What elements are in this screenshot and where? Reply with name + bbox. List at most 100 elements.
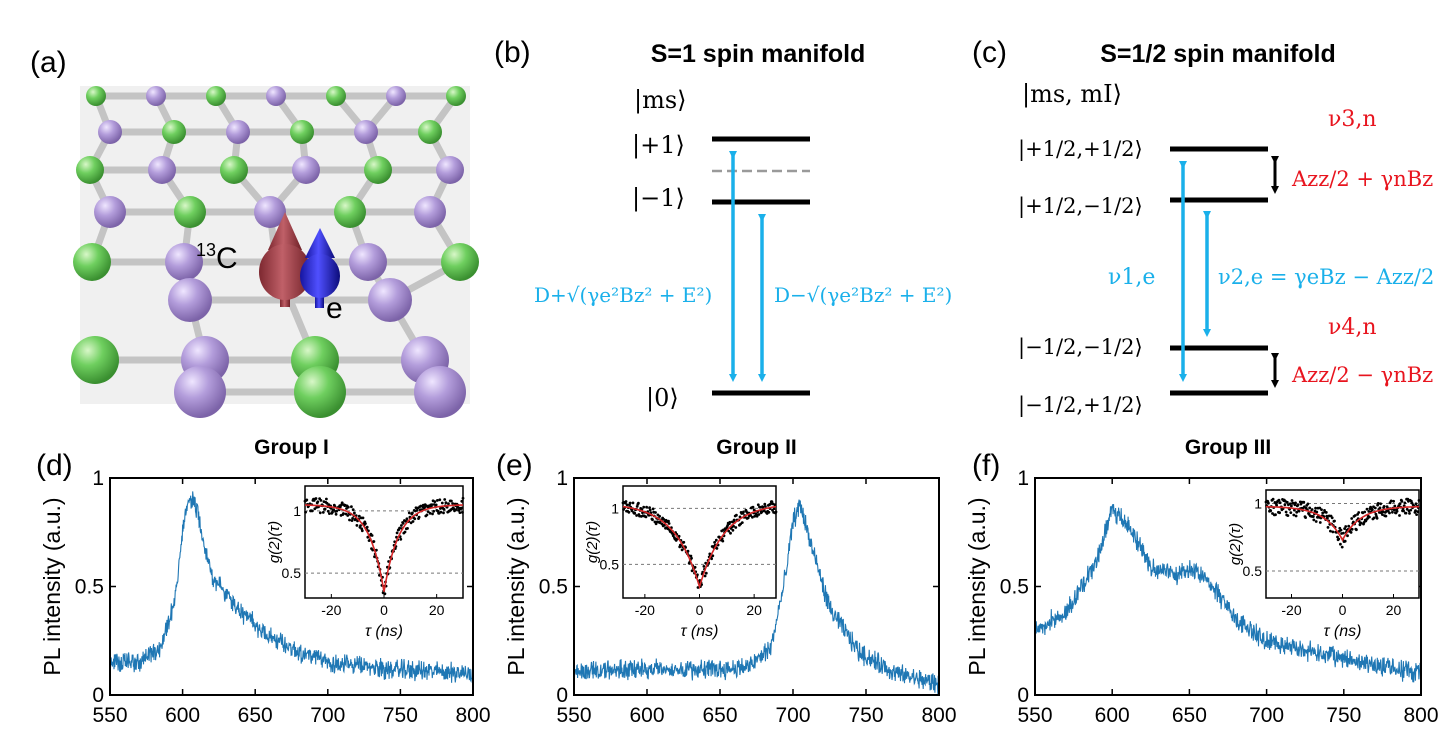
- g2-point: [751, 505, 755, 509]
- g2-point: [360, 529, 364, 533]
- g2-point: [1295, 510, 1299, 514]
- g2-point: [1355, 528, 1358, 532]
- g2-point: [310, 509, 314, 513]
- spectrum-line: [109, 491, 474, 684]
- g2-point: [637, 501, 640, 505]
- g2-point: [1289, 511, 1293, 514]
- lattice-atom: [254, 196, 286, 228]
- g2-point: [635, 505, 639, 508]
- g2-point: [439, 510, 443, 514]
- g2-point: [461, 496, 465, 500]
- g2-point: [625, 503, 629, 507]
- g2-point: [644, 515, 648, 519]
- y-tick-label: 1: [556, 467, 568, 490]
- g2-point: [1337, 537, 1341, 541]
- g2-point: [423, 506, 426, 509]
- x-tick-label: 700: [1249, 704, 1284, 727]
- g2-point: [1269, 509, 1273, 513]
- level-pm: |+1/2,−1/2⟩: [1018, 194, 1143, 219]
- inset-y-axis-label: g(2)(τ): [1227, 523, 1244, 565]
- g2-point: [730, 520, 734, 524]
- g2-point: [1315, 510, 1319, 514]
- g2-point: [371, 548, 375, 552]
- inset-x-tick-label: 20: [1386, 602, 1402, 618]
- g2-point: [1278, 511, 1281, 515]
- g2-point: [767, 510, 771, 514]
- g2-point: [1326, 526, 1330, 529]
- g2-point: [713, 541, 716, 544]
- inset-y-tick-label: 0.5: [1243, 563, 1263, 579]
- g2-point: [1318, 521, 1322, 524]
- g2-point: [1288, 502, 1292, 506]
- g2-point: [304, 510, 307, 514]
- g2-fit-line: [622, 505, 777, 590]
- spectrum-panel: (f) Group III 550 600 650 700 750 800 0 0.5 1 PL in…: [964, 436, 1439, 727]
- g2-point: [1392, 508, 1396, 512]
- x-tick-label: 600: [629, 704, 664, 727]
- g2-point: [1385, 505, 1389, 508]
- g2-point: [314, 497, 318, 500]
- split-top-label: Azz/2 + γnBz: [1291, 167, 1433, 191]
- g2-point: [1314, 520, 1318, 523]
- chart-title: Group II: [716, 436, 797, 459]
- nu4-label: ν4,n: [1328, 315, 1377, 340]
- g2-point: [1370, 508, 1374, 511]
- g2-point: [711, 554, 715, 558]
- g2-point: [738, 515, 742, 519]
- g2-point: [461, 511, 464, 514]
- g2-point: [1283, 503, 1287, 507]
- inset-x-tick-label: 0: [380, 602, 388, 618]
- x-tick-label: 600: [1095, 704, 1130, 727]
- g2-point: [411, 511, 414, 515]
- g2-point: [1379, 502, 1382, 506]
- y-tick-label: 0: [1017, 684, 1029, 707]
- x-tick-label: 650: [238, 704, 273, 727]
- spectrum-panel: (e) Group II 550 600 650 700 750 800 0 0.5 1 PL int…: [496, 436, 957, 727]
- inset-y-axis-label: g(2)(τ): [584, 521, 601, 563]
- g2-point: [400, 524, 403, 527]
- g2-point: [756, 503, 760, 507]
- g2-point: [459, 506, 463, 510]
- g2-point: [1296, 503, 1300, 507]
- g2-point: [1286, 514, 1290, 517]
- g2-point: [1417, 499, 1421, 502]
- g2-point: [1291, 501, 1295, 505]
- g2-point: [351, 508, 355, 512]
- g2-point: [372, 540, 376, 543]
- g2-point: [1326, 516, 1329, 520]
- g2-point: [1372, 516, 1376, 520]
- lattice-atom: [86, 86, 106, 106]
- g2-point: [1416, 510, 1420, 513]
- lattice-atom: [446, 86, 466, 106]
- g2-point: [732, 518, 736, 522]
- g2-point: [1357, 511, 1361, 514]
- chart-title: Group III: [1185, 436, 1271, 459]
- x-tick-label: 550: [1017, 704, 1052, 727]
- g2-point: [375, 548, 378, 552]
- lattice-atom: [71, 336, 119, 384]
- lattice-atom: [334, 196, 366, 228]
- g2-point: [346, 514, 350, 517]
- g2-point: [1340, 545, 1344, 549]
- g2-point: [721, 539, 725, 543]
- g2-point: [1375, 516, 1379, 520]
- split-bottom-label: Azz/2 − γnBz: [1291, 363, 1433, 387]
- g2-fit-line: [1266, 505, 1419, 542]
- x-tick-label: 600: [165, 704, 200, 727]
- g2-point: [401, 521, 405, 525]
- g2-point: [1392, 499, 1395, 503]
- g2-point: [1274, 513, 1277, 517]
- g2-point: [340, 501, 344, 505]
- g2-point: [1267, 501, 1270, 505]
- spectrum-line: [573, 499, 940, 694]
- y-tick-label: 0.5: [539, 576, 568, 599]
- g2-point: [1330, 516, 1334, 520]
- g2-point: [431, 512, 434, 516]
- g2-point: [749, 514, 752, 517]
- g2-point: [1376, 502, 1380, 505]
- g2-point: [758, 505, 762, 509]
- lattice-atom: [386, 86, 406, 106]
- g2-point: [433, 500, 437, 503]
- inset-x-tick-label: 0: [1339, 602, 1347, 618]
